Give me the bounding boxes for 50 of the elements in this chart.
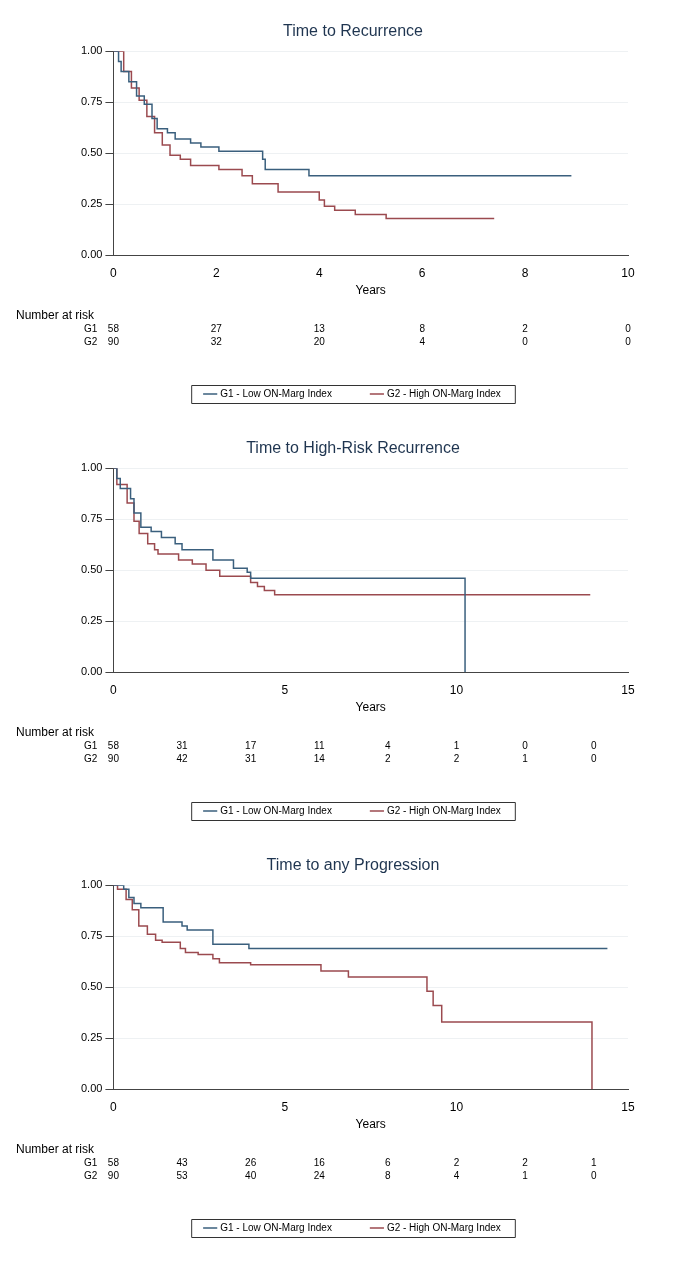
y-tick-label: 0.25 <box>80 197 103 210</box>
text: G2 90 53 40 24 8 4 1 0 <box>84 1169 597 1181</box>
text: G1 58 27 13 8 2 0 <box>84 322 631 334</box>
y-tick-label: 0.00 <box>80 1082 103 1095</box>
x-tick-label: 8 <box>521 265 529 280</box>
y-tick-label: 0.75 <box>80 512 103 525</box>
text: G1 58 31 17 11 4 1 0 0 <box>84 739 597 751</box>
y-tick-label: 0.00 <box>80 665 103 678</box>
x-tick-label: 10 <box>449 1099 464 1114</box>
y-tick-label: 1.00 <box>80 461 103 474</box>
y-tick-label: 0.25 <box>80 614 103 627</box>
x-tick-label: 6 <box>418 265 426 280</box>
y-tick-label: 0.50 <box>80 146 103 159</box>
text: G1 58 43 26 16 6 2 2 1 <box>84 1156 597 1168</box>
x-tick-label: 5 <box>281 1099 289 1114</box>
y-tick-label: 1.00 <box>80 878 103 891</box>
y-tick-label: 0.75 <box>80 95 103 108</box>
x-tick-label: 2 <box>212 265 220 280</box>
x-tick-label: 15 <box>621 682 635 697</box>
x-axis-title: Years <box>355 283 386 298</box>
x-tick-label: 15 <box>621 1099 635 1114</box>
x-tick-label: 10 <box>621 265 635 280</box>
legend-label: G2 - High ON-Marg Index <box>386 804 501 816</box>
y-tick-label: 0.00 <box>80 248 103 261</box>
text: G2 90 42 31 14 2 2 1 0 <box>84 752 597 764</box>
x-tick-label: 0 <box>110 1099 118 1114</box>
chart-title: Time to Recurrence <box>283 22 424 40</box>
x-tick-label: 5 <box>281 682 289 697</box>
y-tick-label: 0.75 <box>80 929 103 942</box>
chart-title: Time to any Progression <box>266 856 440 874</box>
x-axis-title: Years <box>355 700 386 715</box>
x-axis-title: Years <box>355 1117 386 1132</box>
text: G2 90 32 20 4 0 0 <box>84 335 631 347</box>
legend-label: G1 - Low ON-Marg Index <box>220 804 332 816</box>
y-tick-label: 0.50 <box>80 980 103 993</box>
text: Number at risk <box>16 725 96 740</box>
legend-label: G1 - Low ON-Marg Index <box>220 1221 332 1233</box>
x-tick-label: 0 <box>110 682 118 697</box>
y-tick-label: 0.50 <box>80 563 103 576</box>
legend-label: G2 - High ON-Marg Index <box>386 387 501 399</box>
text: Number at risk <box>16 1142 96 1157</box>
y-tick-label: 0.25 <box>80 1031 103 1044</box>
legend-label: G2 - High ON-Marg Index <box>386 1221 501 1233</box>
legend-label: G1 - Low ON-Marg Index <box>220 387 332 399</box>
x-tick-label: 10 <box>449 682 464 697</box>
text: Number at risk <box>16 308 96 323</box>
x-tick-label: 4 <box>315 265 323 280</box>
x-tick-label: 0 <box>110 265 118 280</box>
chart-title: Time to High-Risk Recurrence <box>246 439 460 457</box>
y-tick-label: 1.00 <box>80 44 103 57</box>
